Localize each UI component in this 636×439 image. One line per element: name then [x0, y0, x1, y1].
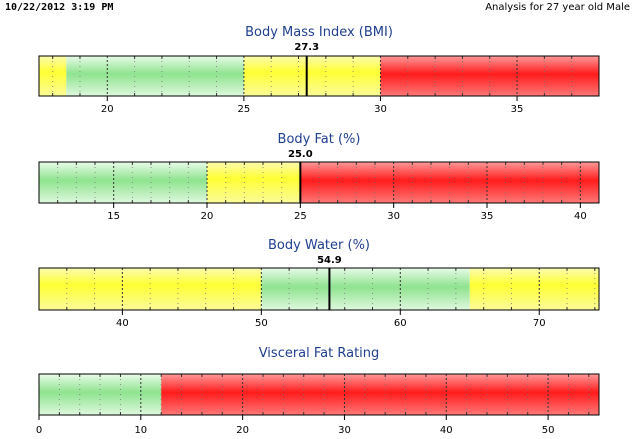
- value-label: 27.3: [294, 42, 319, 53]
- tick-label: 10: [134, 425, 147, 436]
- tick-label: 25: [238, 104, 251, 115]
- gauge-4: Visceral Fat Rating 0 10 20 30 40 50: [36, 346, 600, 436]
- tick-label: 20: [201, 211, 214, 222]
- tick-label: 40: [440, 425, 453, 436]
- zone-green: [39, 162, 207, 203]
- tick-label: 35: [511, 104, 524, 115]
- zone-yellow: [207, 162, 301, 203]
- tick-label: 30: [338, 425, 351, 436]
- gauge-frame: [38, 55, 600, 97]
- analysis-subject: Analysis for 27 year old Male: [485, 2, 630, 13]
- tick-label: 35: [481, 211, 494, 222]
- tick-label: 25: [294, 211, 307, 222]
- tick-label: 30: [374, 104, 387, 115]
- gauge-1: Body Mass Index (BMI) 27.3 20 25 30 35: [38, 25, 600, 115]
- gauge-frame: [38, 161, 600, 204]
- tick-label: 20: [101, 104, 114, 115]
- tick-label: 30: [387, 211, 400, 222]
- tick-label: 70: [533, 318, 546, 329]
- timestamp: 10/22/2012 3:19 PM: [5, 2, 114, 13]
- tick-label: 40: [116, 318, 129, 329]
- gauge-2: Body Fat (%) 25.0 15 20 25 30 35 40: [38, 132, 600, 222]
- gauge-frame: [38, 373, 600, 416]
- chart-title: Visceral Fat Rating: [259, 346, 380, 361]
- tick-label: 15: [107, 211, 120, 222]
- gauge-frame: [38, 267, 600, 311]
- zone-yellow: [243, 56, 381, 96]
- tick-label: 50: [255, 318, 268, 329]
- tick-label: 20: [236, 425, 249, 436]
- value-label: 25.0: [288, 149, 313, 160]
- tick-label: 50: [542, 425, 555, 436]
- chart-title: Body Fat (%): [278, 132, 361, 147]
- gauge-3: Body Water (%) 54.9 40 50 60 70: [38, 238, 600, 329]
- zone-green: [66, 56, 244, 96]
- value-label: 54.9: [317, 255, 342, 266]
- zone-yellow: [469, 268, 599, 310]
- tick-label: 40: [574, 211, 587, 222]
- chart-title: Body Mass Index (BMI): [245, 25, 393, 40]
- tick-label: 0: [36, 425, 42, 436]
- zone-red: [161, 374, 599, 415]
- zone-green: [261, 268, 470, 310]
- chart-title: Body Water (%): [268, 238, 370, 253]
- tick-label: 60: [394, 318, 407, 329]
